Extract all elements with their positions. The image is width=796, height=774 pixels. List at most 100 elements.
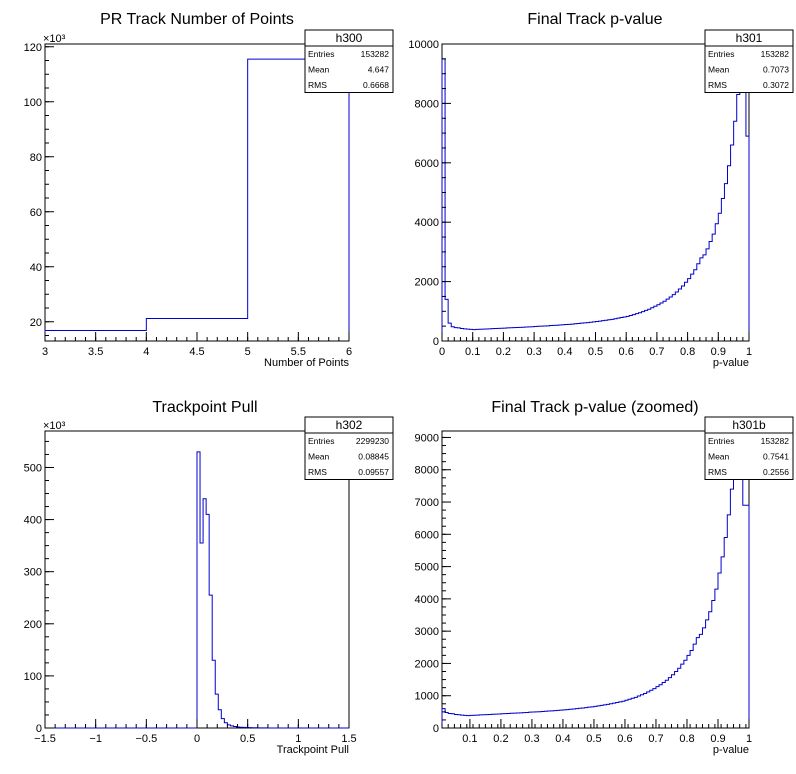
stats-row-label: Entries <box>308 436 334 446</box>
x-tick-label: 1 <box>295 733 301 745</box>
stats-row-value: 2299230 <box>356 436 389 446</box>
x-tick-label: 0.9 <box>711 346 726 358</box>
stats-row-value: 153282 <box>761 49 790 59</box>
chart-title: Trackpoint Pull <box>152 399 257 416</box>
y-tick-label: 5000 <box>415 562 439 574</box>
chart-panel-h302: Trackpoint Pull −1.5 −1 −0.5 0 0.5 1 1.5 0 100 200… <box>24 399 394 756</box>
y-tick-label: 0 <box>433 723 439 735</box>
y-tick-label: 400 <box>24 515 42 527</box>
y-tick-label: 100 <box>24 671 42 683</box>
y-tick-label: 10000 <box>408 39 439 51</box>
y-tick-label: 8000 <box>415 465 439 477</box>
x-axis-label: Number of Points <box>264 357 349 369</box>
x-tick-label: −0.5 <box>135 733 157 745</box>
stats-row-value: 0.7541 <box>763 452 789 462</box>
stats-histogram-name: h301 <box>736 31 763 45</box>
x-tick-label: 6 <box>346 346 352 358</box>
x-tick-label: 0.6 <box>619 346 634 358</box>
x-tick-label: 1 <box>746 346 752 358</box>
y-tick-label: 8000 <box>415 98 439 110</box>
y-tick-label: 100 <box>24 97 42 109</box>
x-tick-label: 0.5 <box>588 346 603 358</box>
x-tick-label: 3.5 <box>88 346 103 358</box>
x-axis-label: p-value <box>713 744 749 756</box>
x-tick-label: −1 <box>89 733 102 745</box>
y-tick-label: 3000 <box>415 626 439 638</box>
stats-row-label: Mean <box>708 452 730 462</box>
y-tick-label: 20 <box>30 317 42 329</box>
y-tick-label: 200 <box>24 619 42 631</box>
y-tick-label: 60 <box>30 207 42 219</box>
x-tick-label: 3 <box>42 346 48 358</box>
x-tick-label: 0.1 <box>465 346 480 358</box>
stats-row-value: 0.09557 <box>358 467 389 477</box>
stats-row-value: 0.3072 <box>763 80 789 90</box>
y-tick-label: 2000 <box>415 277 439 289</box>
y-tick-label: 4000 <box>415 594 439 606</box>
y-tick-label: 7000 <box>415 497 439 509</box>
x-tick-label: 0.5 <box>240 733 255 745</box>
x-tick-label: 0.6 <box>617 733 632 745</box>
stats-row-value: 4.647 <box>368 65 390 75</box>
x-tick-label: 0 <box>439 346 445 358</box>
x-tick-label: −1.5 <box>34 733 56 745</box>
stats-row-value: 153282 <box>361 49 390 59</box>
y-tick-label: 500 <box>24 462 42 474</box>
stats-row-value: 0.6668 <box>363 80 389 90</box>
stats-row-value: 0.08845 <box>358 452 389 462</box>
x-tick-label: 5.5 <box>291 346 306 358</box>
x-tick-label: 0.3 <box>526 346 541 358</box>
x-tick-label: 4.5 <box>189 346 204 358</box>
stats-row-label: RMS <box>308 80 327 90</box>
plot-frame <box>441 43 750 342</box>
stats-row-label: Entries <box>308 49 334 59</box>
stats-box: h301b Entries 153282 Mean 0.7541 RMS 0.2556 <box>704 416 794 480</box>
stats-histogram-name: h302 <box>336 418 363 432</box>
stats-row-label: RMS <box>308 467 327 477</box>
stats-row-label: RMS <box>708 467 727 477</box>
stats-row-label: RMS <box>708 80 727 90</box>
histogram-series <box>441 55 750 341</box>
x-tick-label: 0.3 <box>524 733 539 745</box>
x-tick-label: 0.5 <box>586 733 601 745</box>
stats-row-value: 0.2556 <box>763 467 789 477</box>
y-tick-label: 0 <box>433 336 439 348</box>
histogram-series <box>441 430 750 728</box>
stats-row-label: Mean <box>708 65 730 75</box>
x-tick-label: 4 <box>143 346 149 358</box>
x-tick-label: 0.7 <box>648 733 663 745</box>
x-tick-label: 0.4 <box>555 733 570 745</box>
chart-panel-h300: PR Track Number of Points 3 3.5 4 4.5 5 5.5 6 20… <box>24 11 394 369</box>
y-tick-label: 9000 <box>415 432 439 444</box>
y-tick-label: 300 <box>24 567 42 579</box>
stats-row-label: Entries <box>708 436 734 446</box>
y-tick-label: 80 <box>30 152 42 164</box>
plot-frame <box>44 43 350 342</box>
y-tick-label: 6000 <box>415 158 439 170</box>
x-axis-label: p-value <box>713 357 749 369</box>
x-tick-label: 0.9 <box>710 733 725 745</box>
histogram-series <box>44 58 350 341</box>
stats-histogram-name: h300 <box>336 31 363 45</box>
chart-title: Final Track p-value <box>527 11 662 28</box>
x-tick-label: 0.8 <box>679 733 694 745</box>
stats-row-label: Entries <box>708 49 734 59</box>
chart-title: Final Track p-value (zoomed) <box>491 399 698 416</box>
x-tick-label: 0.8 <box>680 346 695 358</box>
y-tick-label: 1000 <box>415 691 439 703</box>
stats-row-value: 0.7073 <box>763 65 789 75</box>
y-tick-label: 6000 <box>415 529 439 541</box>
x-tick-label: 0.2 <box>493 733 508 745</box>
y-tick-label: 2000 <box>415 658 439 670</box>
x-tick-label: 1.5 <box>341 733 356 745</box>
chart-panel-h301b: Final Track p-value (zoomed) 0.1 0.2 0.3 0.4… <box>415 399 794 756</box>
x-axis-label: Trackpoint Pull <box>277 744 349 756</box>
stats-row-label: Mean <box>308 452 330 462</box>
x-tick-label: 0.1 <box>462 733 477 745</box>
y-tick-label: 4000 <box>415 217 439 229</box>
chart-panel-h301: Final Track p-value 0 0.1 0.2 0.3 0.4 0.5 0.6 0.… <box>408 11 794 369</box>
